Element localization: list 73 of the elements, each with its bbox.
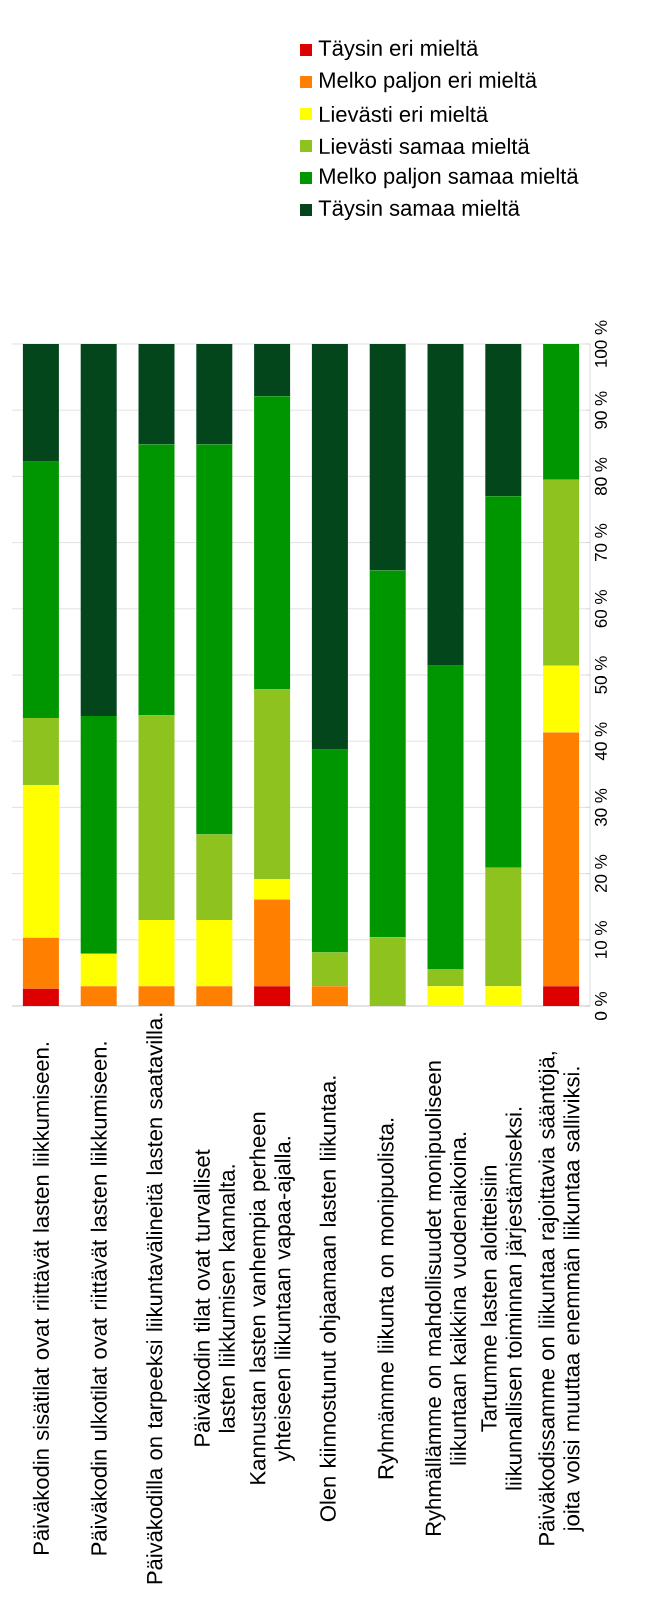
bar: [427, 968, 464, 987]
legend-label: Lievästi eri mieltä: [320, 105, 489, 123]
bar: [369, 570, 406, 938]
bar: [485, 867, 522, 987]
x-tick-label: Ryhmällämme on mahdollisuudet monipuoliseen liikuntaan kaikkina vuodenaikoina.: [424, 1061, 467, 1536]
bar: [22, 784, 59, 938]
bar: [311, 986, 348, 1006]
bar: [543, 665, 580, 733]
legend-label: Melko paljon samaa mieltä: [320, 167, 579, 189]
bar: [254, 899, 291, 987]
bar: [22, 343, 59, 462]
y-tick-label: 20 %: [594, 854, 607, 893]
bar: [311, 952, 348, 987]
bar: [485, 496, 522, 868]
x-tick-label: Olen kiinnostunut ohjaamaan lasten liikuntaa.: [319, 1076, 341, 1522]
x-tick-label: Päiväkodin ulkotilat ovat riittävät lasten liikkumiseen.: [90, 1042, 107, 1555]
bar: [22, 718, 59, 785]
bar: [254, 689, 291, 879]
legend-label: Täysin samaa mieltä: [318, 199, 520, 221]
bar: [138, 444, 175, 716]
y-tick-label: 100 %: [594, 320, 607, 367]
bar: [138, 919, 175, 987]
bar: [369, 937, 406, 1006]
bar: [22, 461, 59, 719]
bar: [138, 715, 175, 920]
x-tick-label: Päiväkodin sisätilat ovat riittävät lasten liikkumiseen.: [32, 1043, 49, 1554]
bar: [80, 716, 117, 954]
bar: [254, 986, 291, 1006]
bar: [80, 986, 117, 1006]
bar: [543, 343, 580, 480]
bar: [196, 986, 233, 1006]
x-tick-label: Päiväkodilla on tarpeeksi liikuntavälineitä lasten saatavilla.: [146, 1013, 167, 1584]
x-tick-label: Tartumme lasten aloitteisiin liikunnallisen toiminnan järjestämiseksi.: [480, 1107, 527, 1490]
bar: [254, 878, 291, 900]
bar: [485, 986, 522, 1006]
bar: [22, 937, 59, 989]
y-tick-label: 0 %: [594, 991, 607, 1020]
bar: [311, 749, 348, 953]
bar: [427, 665, 464, 969]
bar: [311, 343, 348, 750]
y-tick-label: 70 %: [594, 523, 607, 562]
legend-label: Lievästi samaa mieltä: [320, 137, 530, 155]
bar: [543, 479, 580, 666]
bar: [196, 919, 233, 987]
y-tick-label: 10 %: [594, 921, 607, 958]
x-tick-label: Päiväkodin tilat ovat turvalliset lasten liikkumisen kannalta.: [193, 1149, 235, 1446]
bar: [196, 343, 233, 445]
bar: [80, 343, 117, 717]
bar: [138, 343, 175, 445]
y-tick-label: 30 %: [594, 788, 607, 827]
bar: [254, 396, 291, 690]
bar: [485, 343, 522, 497]
bar: [196, 444, 233, 835]
x-tick-label: Päiväkodissamme on liikuntaa rajoittavia sääntöjä, joita voisi muuttaa enemmän liikuntaa salliviksi.: [538, 1052, 584, 1545]
y-tick-label: 60 %: [594, 590, 607, 628]
bar: [369, 343, 406, 571]
bar: [138, 986, 175, 1006]
bar: [543, 986, 580, 1006]
y-tick-label: 80 %: [594, 457, 607, 496]
bar: [254, 343, 291, 397]
y-tick-label: 50 %: [594, 656, 607, 694]
bar: [196, 834, 233, 920]
legend-label: Melko paljon eri mieltä: [320, 71, 538, 93]
x-tick-label: Ryhmämme liikunta on monipuolista.: [377, 1118, 398, 1479]
bar: [427, 343, 464, 666]
legend-label: Täysin eri mieltä: [318, 39, 479, 61]
bar: [427, 986, 464, 1006]
bar: [543, 732, 580, 987]
x-tick-label: Kannustan lasten vanhempia perheen yhteiseen liikuntaan vapaa-ajalla.: [249, 1112, 295, 1484]
bar: [80, 953, 117, 987]
y-tick-label: 90 %: [594, 391, 607, 429]
bar: [22, 988, 59, 1006]
y-tick-label: 40 %: [594, 722, 607, 761]
